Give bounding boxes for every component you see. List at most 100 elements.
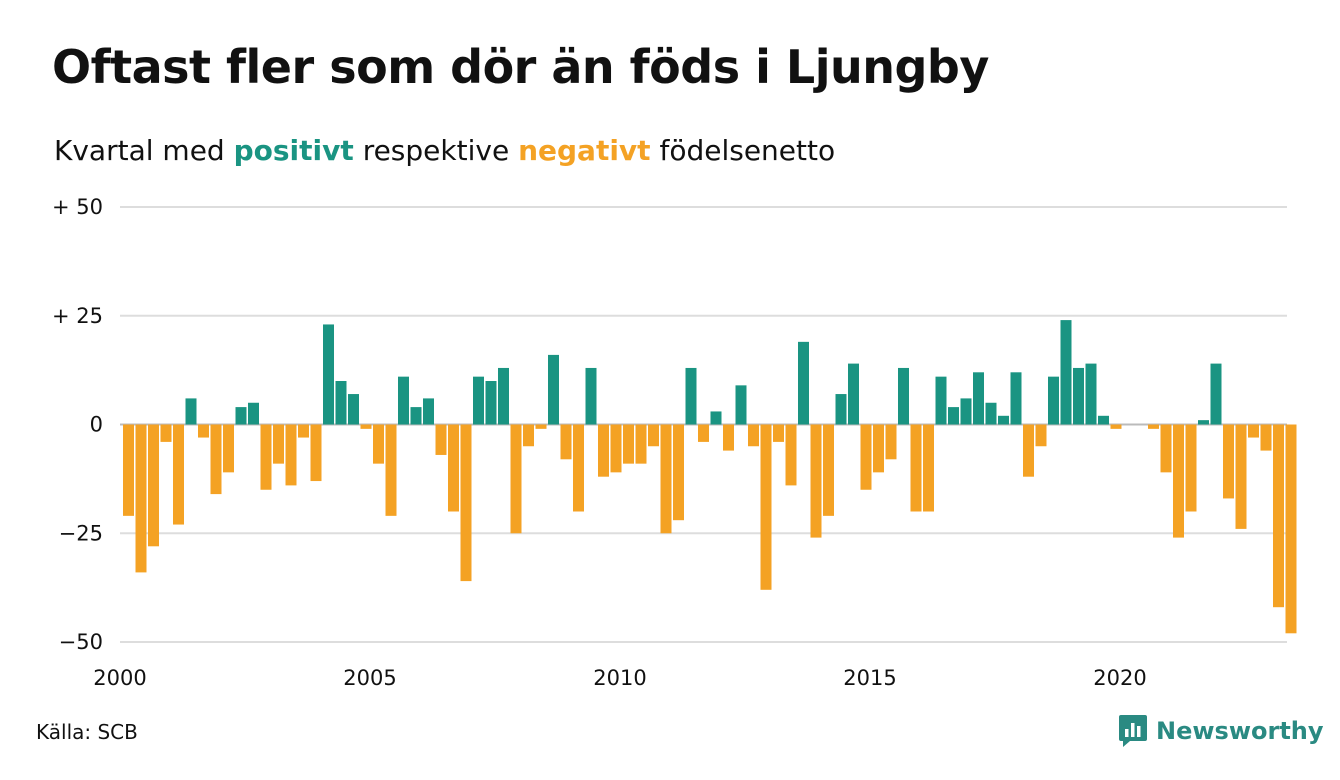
y-tick-label: −25 bbox=[59, 521, 103, 545]
negative-bar bbox=[1160, 424, 1172, 473]
positive-bar bbox=[798, 341, 809, 425]
positive-bar bbox=[898, 367, 909, 425]
positive-bar bbox=[835, 394, 847, 425]
positive-bar bbox=[1073, 367, 1084, 425]
positive-bar bbox=[498, 367, 509, 425]
negative-bar bbox=[573, 424, 584, 512]
positive-bar bbox=[973, 372, 984, 425]
subtitle-negative-word: negativt bbox=[518, 134, 651, 167]
negative-bar bbox=[135, 424, 147, 573]
positive-bar bbox=[960, 398, 972, 425]
brand-logo: Newsworthy bbox=[1118, 714, 1324, 748]
positive-bar bbox=[1098, 415, 1109, 425]
negative-bar bbox=[148, 424, 159, 547]
negative-bar bbox=[810, 424, 822, 538]
negative-bar bbox=[923, 424, 934, 512]
negative-bar bbox=[1148, 424, 1159, 429]
negative-bar bbox=[1260, 424, 1272, 451]
negative-bar bbox=[748, 424, 759, 447]
negative-bar bbox=[760, 424, 772, 590]
negative-bar bbox=[823, 424, 834, 516]
positive-bar bbox=[948, 407, 959, 425]
negative-bar bbox=[448, 424, 459, 512]
positive-bar bbox=[1060, 320, 1072, 425]
negative-bar bbox=[673, 424, 684, 521]
positive-bar bbox=[1010, 372, 1022, 425]
negative-bar bbox=[210, 424, 222, 495]
negative-bar bbox=[285, 424, 297, 486]
negative-bar bbox=[1273, 424, 1284, 608]
x-tick-label: 2005 bbox=[343, 666, 396, 690]
negative-bar bbox=[373, 424, 384, 464]
positive-bar bbox=[548, 354, 559, 425]
y-tick-label: 0 bbox=[90, 413, 103, 437]
x-tick-label: 2015 bbox=[843, 666, 896, 690]
negative-bar bbox=[260, 424, 272, 490]
negative-bar bbox=[310, 424, 322, 482]
negative-bar bbox=[1173, 424, 1184, 538]
negative-bar bbox=[1223, 424, 1234, 499]
negative-bar bbox=[785, 424, 797, 486]
positive-bar bbox=[323, 324, 334, 425]
negative-bar bbox=[560, 424, 572, 460]
negative-bar bbox=[360, 424, 372, 429]
positive-bar bbox=[423, 398, 434, 425]
negative-bar bbox=[648, 424, 659, 447]
chart-subtitle: Kvartal med positivt respektive negativt… bbox=[54, 134, 835, 167]
negative-bar bbox=[273, 424, 284, 464]
negative-bar bbox=[1185, 424, 1197, 512]
y-tick-label: + 25 bbox=[52, 304, 103, 328]
positive-bar bbox=[485, 381, 497, 425]
negative-bar bbox=[1285, 424, 1297, 634]
positive-bar bbox=[235, 407, 247, 425]
positive-bar bbox=[685, 367, 697, 425]
negative-bar bbox=[198, 424, 209, 438]
negative-bar bbox=[460, 424, 472, 582]
negative-bar bbox=[873, 424, 884, 473]
negative-bar bbox=[1248, 424, 1259, 438]
negative-bar bbox=[698, 424, 709, 442]
x-tick-label: 2020 bbox=[1093, 666, 1146, 690]
x-axis-labels: 2000 2005 2010 2015 2020 bbox=[93, 666, 1146, 690]
positive-bar bbox=[248, 402, 259, 425]
positive-bar bbox=[1085, 363, 1097, 425]
positive-bar bbox=[1048, 376, 1059, 425]
negative-bar bbox=[523, 424, 534, 447]
negative-bar bbox=[1035, 424, 1047, 447]
positive-bar bbox=[1210, 363, 1222, 425]
negative-bar bbox=[435, 424, 447, 455]
chart-title: Oftast fler som dör än föds i Ljungby bbox=[52, 40, 989, 94]
positive-bar bbox=[998, 415, 1009, 425]
negative-bar bbox=[1110, 424, 1122, 429]
positive-bar bbox=[710, 411, 722, 425]
negative-bar bbox=[660, 424, 672, 534]
negative-bar bbox=[160, 424, 172, 442]
positive-bar bbox=[410, 407, 422, 425]
positive-bar bbox=[935, 376, 947, 425]
y-axis-labels: + 50 + 25 0 −25 −50 bbox=[52, 195, 103, 654]
y-tick-label: + 50 bbox=[52, 195, 103, 219]
brand-name: Newsworthy bbox=[1156, 717, 1324, 745]
subtitle-prefix: Kvartal med bbox=[54, 134, 225, 167]
x-tick-label: 2000 bbox=[93, 666, 146, 690]
negative-bar bbox=[610, 424, 622, 473]
positive-bar bbox=[1198, 420, 1209, 425]
negative-bar bbox=[510, 424, 522, 534]
positive-bar bbox=[398, 376, 409, 425]
subtitle-suffix: födelsenetto bbox=[659, 134, 836, 167]
negative-bar bbox=[598, 424, 609, 477]
negative-bar bbox=[1023, 424, 1034, 477]
subtitle-positive-word: positivt bbox=[233, 134, 354, 167]
y-tick-label: −50 bbox=[59, 630, 103, 654]
negative-bar bbox=[860, 424, 872, 490]
negative-bar bbox=[223, 424, 234, 473]
positive-bar bbox=[848, 363, 859, 425]
x-tick-label: 2010 bbox=[593, 666, 646, 690]
negative-bar bbox=[298, 424, 309, 438]
positive-bar bbox=[585, 367, 597, 425]
negative-bar bbox=[385, 424, 397, 516]
subtitle-middle: respektive bbox=[362, 134, 510, 167]
newsworthy-logo-icon bbox=[1119, 715, 1147, 747]
positive-bar bbox=[735, 385, 747, 425]
positive-bar bbox=[185, 398, 197, 425]
